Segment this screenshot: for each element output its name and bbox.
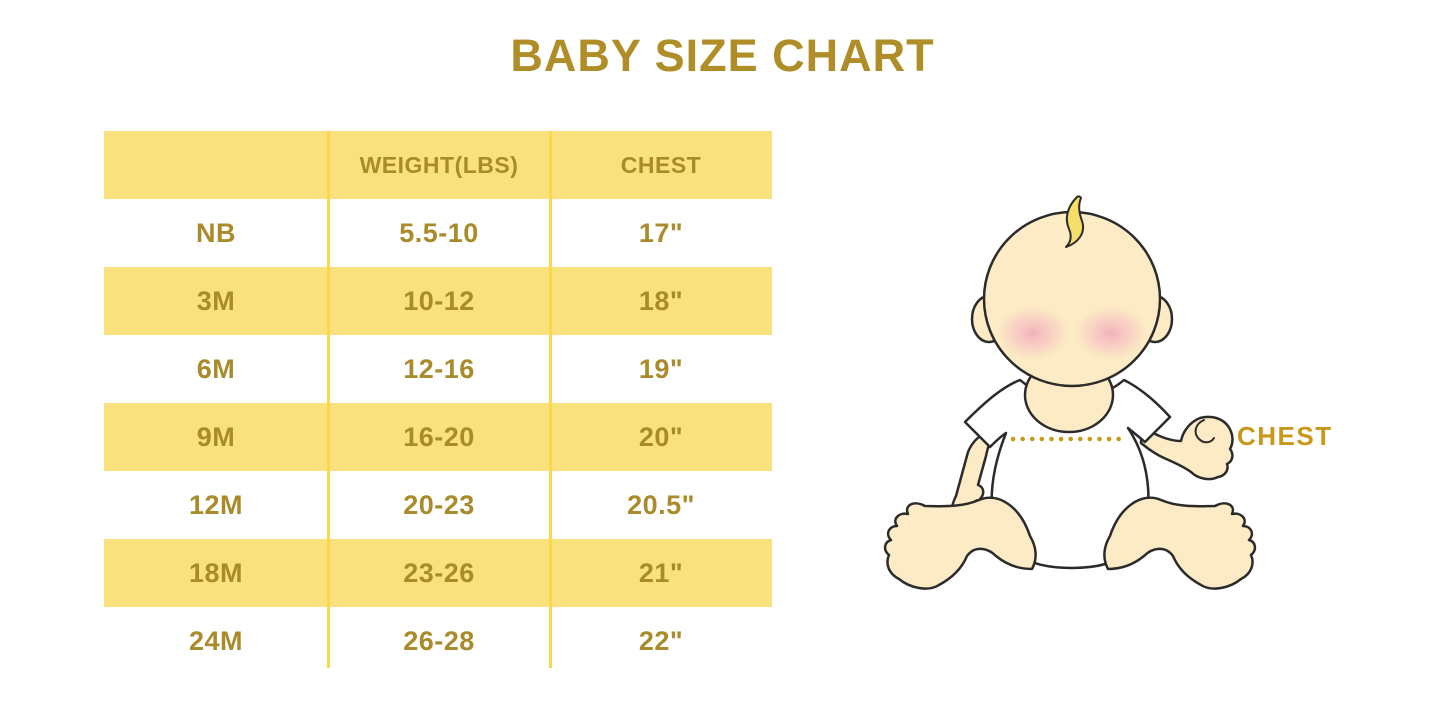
chest-annotation-label: CHEST	[1237, 421, 1333, 451]
cell-size: 9M	[196, 421, 236, 452]
cell-weight: 23-26	[403, 557, 475, 588]
table-row-12M: 12M 20-23 20.5"	[104, 471, 772, 539]
baby-right-cheek	[1075, 306, 1147, 360]
cell-size: 24M	[188, 625, 244, 656]
baby-left-leg	[883, 496, 1037, 590]
cell-weight: 16-20	[403, 421, 475, 452]
cell-chest: 20.5"	[627, 489, 695, 520]
baby-right-leg	[1103, 496, 1257, 590]
cell-size: 12M	[188, 489, 244, 520]
cell-chest: 21"	[638, 557, 684, 588]
baby-right-ear	[1136, 294, 1174, 344]
cell-chest: 19"	[638, 353, 684, 384]
table-header-row: WEIGHT(LBS) CHEST	[104, 131, 772, 199]
cell-weight: 20-23	[403, 489, 475, 520]
cell-size: NB	[196, 217, 236, 248]
baby-right-arm-fist	[1139, 415, 1234, 481]
cell-weight: 26-28	[403, 625, 475, 656]
baby-left-ear	[970, 294, 1008, 344]
cell-weight: 5.5-10	[399, 217, 479, 248]
column-divider-1	[327, 131, 330, 668]
table-body: NB 5.5-10 17" 3M 10-12 18" 6M 12-16 19" 9M 16-20 20…	[104, 199, 772, 675]
header-weight-column: WEIGHT(LBS)	[359, 151, 519, 178]
size-table: WEIGHT(LBS) CHEST NB 5.5-10 17" 3M 10-12 18" 6…	[104, 131, 772, 675]
header-chest-column: CHEST	[620, 151, 702, 178]
cell-weight: 10-12	[403, 285, 475, 316]
baby-illustration	[880, 190, 1260, 600]
cell-chest: 18"	[638, 285, 684, 316]
cell-chest: 20"	[638, 421, 684, 452]
baby-neck	[1023, 356, 1115, 434]
baby-hair-curl-icon	[1065, 195, 1084, 248]
column-divider-2	[549, 131, 552, 668]
baby-figure-svg	[883, 195, 1257, 590]
table-row-6M: 6M 12-16 19"	[104, 335, 772, 403]
table-row-3M: 3M 10-12 18"	[104, 267, 772, 335]
cell-chest: 22"	[638, 625, 684, 656]
table-row-NB: NB 5.5-10 17"	[104, 199, 772, 267]
table-row-24M: 24M 26-28 22"	[104, 607, 772, 675]
cell-size: 18M	[188, 557, 244, 588]
cell-weight: 12-16	[403, 353, 475, 384]
cell-chest: 17"	[638, 217, 684, 248]
cell-size: 6M	[196, 353, 236, 384]
baby-left-arm	[950, 428, 994, 539]
baby-onesie-torso	[963, 378, 1172, 570]
table-row-18M: 18M 23-26 21"	[104, 539, 772, 607]
baby-left-cheek	[997, 306, 1069, 360]
cell-size: 3M	[196, 285, 236, 316]
baby-head	[982, 210, 1162, 388]
page-title: BABY SIZE CHART	[510, 30, 935, 81]
table-row-9M: 9M 16-20 20"	[104, 403, 772, 471]
